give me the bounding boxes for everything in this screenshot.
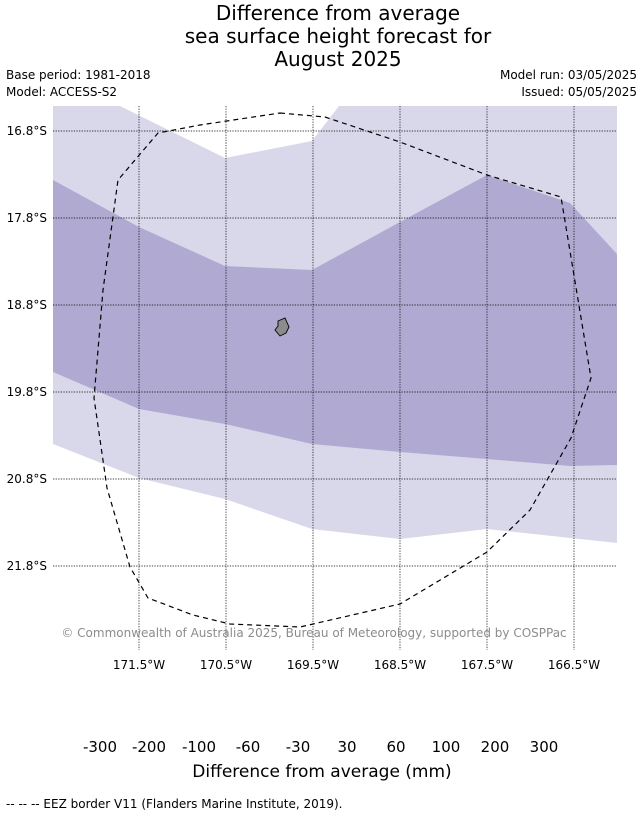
map-area xyxy=(53,106,617,650)
title-line-2: sea surface height forecast for xyxy=(184,24,492,48)
anomaly-band-mid xyxy=(53,175,617,466)
title-line-3: August 2025 xyxy=(274,47,402,71)
issued-date: Issued: 05/05/2025 xyxy=(521,85,637,99)
latitude-labels: 16.8°S 17.8°S 18.8°S 19.8°S 20.8°S 21.8°… xyxy=(7,124,47,573)
lon-label: 171.5°W xyxy=(113,658,165,672)
lat-label: 17.8°S xyxy=(7,211,47,225)
eez-footnote: -- -- -- EEZ border V11 (Flanders Marine… xyxy=(6,797,343,811)
longitude-labels: 171.5°W 170.5°W 169.5°W 168.5°W 167.5°W … xyxy=(113,658,600,672)
lon-label: 170.5°W xyxy=(200,658,252,672)
lon-label: 168.5°W xyxy=(374,658,426,672)
colorbar-label: 60 xyxy=(386,738,406,756)
model-name: Model: ACCESS-S2 xyxy=(6,85,118,99)
base-period: Base period: 1981-2018 xyxy=(6,68,151,82)
lon-label: 169.5°W xyxy=(287,658,339,672)
colorbar-label: 300 xyxy=(529,738,559,756)
lon-label: 167.5°W xyxy=(461,658,513,672)
colorbar-label: 100 xyxy=(431,738,461,756)
longitude-gridlines xyxy=(138,106,575,650)
colorbar-label: -100 xyxy=(181,738,217,756)
map-figure: 16.8°S 17.8°S 18.8°S 19.8°S 20.8°S 21.8°… xyxy=(7,106,617,672)
title-line-1: Difference from average xyxy=(215,1,461,25)
eez-border xyxy=(93,112,592,628)
copyright-notice: © Commonwealth of Australia 2025, Bureau… xyxy=(61,626,566,640)
lon-label: 166.5°W xyxy=(548,658,600,672)
colorbar-label: -60 xyxy=(235,738,261,756)
latitude-gridlines xyxy=(53,130,617,567)
colorbar-label: -30 xyxy=(285,738,311,756)
lat-label: 21.8°S xyxy=(7,559,47,573)
colorbar-label: -200 xyxy=(131,738,167,756)
colorbar-label: -300 xyxy=(82,738,118,756)
lat-label: 16.8°S xyxy=(7,124,47,138)
colorbar-label: 30 xyxy=(337,738,357,756)
lat-label: 18.8°S xyxy=(7,298,47,312)
lat-label: 20.8°S xyxy=(7,472,47,486)
island-niue xyxy=(274,317,290,337)
colorbar-title: Difference from average (mm) xyxy=(192,762,452,782)
lat-label: 19.8°S xyxy=(7,385,47,399)
colorbar-label: 200 xyxy=(480,738,510,756)
model-run: Model run: 03/05/2025 xyxy=(499,68,637,82)
